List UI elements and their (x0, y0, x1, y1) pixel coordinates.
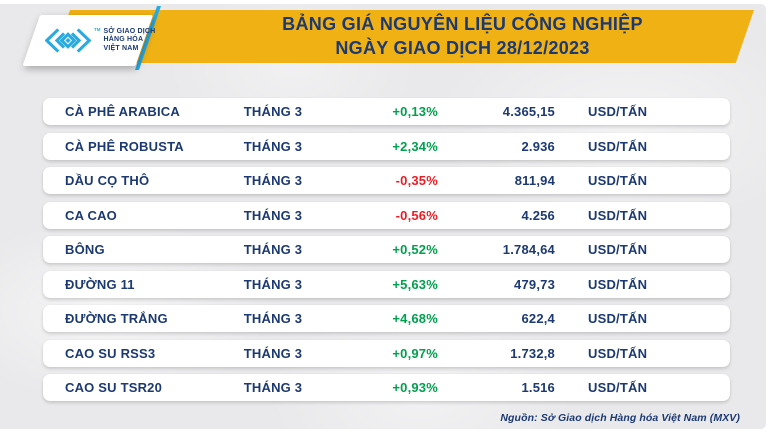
price-table: CÀ PHÊ ARABICA THÁNG 3 +0,13% 4.365,15 U… (43, 98, 730, 401)
table-row: CÀ PHÊ ROBUSTA THÁNG 3 +2,34% 2.936 USD/… (43, 132, 730, 160)
commodity-name: BÔNG (65, 242, 105, 257)
mxv-diamond-icon (45, 28, 91, 53)
commodity-name: ĐƯỜNG TRẮNG (65, 311, 168, 326)
logo-org-name: SỞ GIAO DỊCH HÀNG HÓA VIỆT NAM (104, 28, 156, 53)
banner-title-line2: NGÀY GIAO DỊCH 28/12/2023 (335, 37, 590, 58)
price-unit: USD/TẤN (588, 380, 648, 395)
table-row: DẦU CỌ THÔ THÁNG 3 -0,35% 811,94 USD/TẤN (43, 167, 730, 194)
commodity-name: CAO SU RSS3 (65, 345, 156, 361)
contract-month: THÁNG 3 (243, 276, 303, 292)
price-value: 1.516 (521, 380, 555, 395)
price-unit: USD/TẤN (588, 104, 648, 119)
trademark-symbol: TM (94, 27, 101, 32)
commodity-name: ĐƯỜNG 11 (65, 276, 135, 292)
banner-title-line1: BẢNG GIÁ NGUYÊN LIỆU CÔNG NGHIỆP (282, 14, 643, 35)
price-value: 4.365,15 (502, 104, 555, 119)
contract-month: THÁNG 3 (243, 207, 303, 223)
change-percent: +4,68% (392, 311, 438, 326)
contract-month: THÁNG 3 (243, 345, 303, 361)
contract-month: THÁNG 3 (243, 173, 303, 188)
logo-org-line1: SỞ GIAO DỊCH (103, 27, 156, 35)
background-panel: TM SỞ GIAO DỊCH HÀNG HÓA VIỆT NAM BẢNG G… (0, 4, 766, 429)
price-unit: USD/TẤN (588, 138, 648, 154)
price-unit: USD/TẤN (588, 311, 648, 326)
table-row: ĐƯỜNG 11 THÁNG 3 +5,63% 479,73 USD/TẤN (43, 270, 730, 298)
commodity-name: CA CAO (65, 207, 117, 223)
table-row: BÔNG THÁNG 3 +0,52% 1.784,64 USD/TẤN (43, 236, 730, 263)
change-percent: +0,52% (392, 242, 438, 257)
price-unit: USD/TẤN (588, 207, 648, 223)
change-percent: +0,93% (392, 380, 438, 395)
price-unit: USD/TẤN (588, 242, 648, 257)
contract-month: THÁNG 3 (243, 242, 303, 257)
commodity-name: DẦU CỌ THÔ (65, 173, 150, 188)
price-value: 622,4 (521, 311, 555, 326)
table-row: CA CAO THÁNG 3 -0,56% 4.256 USD/TẤN (43, 201, 730, 229)
change-percent: +2,34% (392, 138, 438, 154)
price-unit: USD/TẤN (588, 345, 648, 361)
logo-org-line2: HÀNG HÓA (103, 36, 144, 44)
price-value: 479,73 (514, 276, 555, 292)
contract-month: THÁNG 3 (243, 104, 303, 119)
change-percent: +5,63% (392, 276, 438, 292)
change-percent: -0,35% (395, 173, 438, 188)
price-value: 811,94 (514, 173, 555, 188)
price-value: 1.732,8 (510, 345, 555, 361)
change-percent: +0,97% (392, 345, 438, 361)
commodity-name: CÀ PHÊ ROBUSTA (65, 138, 184, 154)
logo-org-line3: VIỆT NAM (103, 44, 139, 52)
commodity-name: CAO SU TSR20 (65, 380, 163, 395)
price-value: 1.784,64 (502, 242, 555, 257)
price-value: 2.936 (521, 138, 555, 154)
change-percent: -0,56% (395, 207, 438, 223)
source-note: Nguồn: Sở Giao dịch Hàng hóa Việt Nam (M… (500, 412, 740, 424)
price-unit: USD/TẤN (588, 276, 648, 292)
table-row: ĐƯỜNG TRẮNG THÁNG 3 +4,68% 622,4 USD/TẤN (43, 305, 730, 332)
banner-title: BẢNG GIÁ NGUYÊN LIỆU CÔNG NGHIỆP NGÀY GI… (190, 12, 735, 61)
table-row: CÀ PHÊ ARABICA THÁNG 3 +0,13% 4.365,15 U… (43, 98, 730, 125)
contract-month: THÁNG 3 (243, 311, 303, 326)
mxv-logo: TM SỞ GIAO DỊCH HÀNG HÓA VIỆT NAM (45, 19, 155, 62)
change-percent: +0,13% (392, 104, 438, 119)
price-unit: USD/TẤN (588, 173, 648, 188)
table-row: CAO SU RSS3 THÁNG 3 +0,97% 1.732,8 USD/T… (43, 339, 730, 367)
table-row: CAO SU TSR20 THÁNG 3 +0,93% 1.516 USD/TẤ… (43, 374, 730, 401)
contract-month: THÁNG 3 (243, 138, 303, 154)
contract-month: THÁNG 3 (243, 380, 303, 395)
price-value: 4.256 (521, 207, 555, 223)
commodity-name: CÀ PHÊ ARABICA (65, 104, 180, 119)
